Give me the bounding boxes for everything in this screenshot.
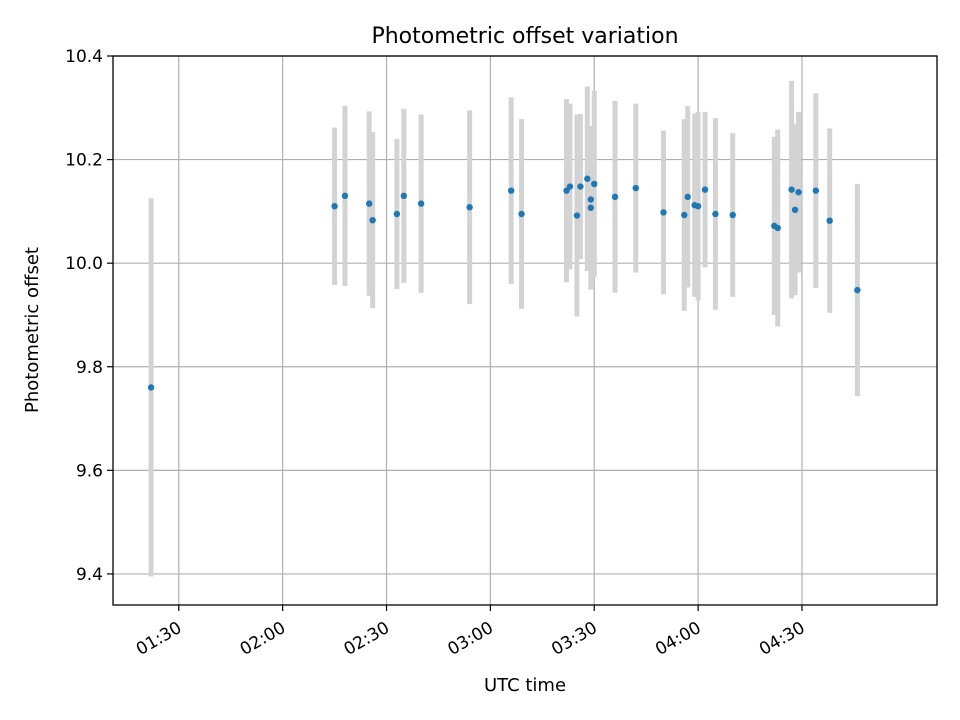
data-point	[826, 217, 833, 224]
x-axis-label: UTC time	[484, 675, 566, 696]
data-point	[812, 187, 820, 194]
plot-frame	[112, 55, 938, 606]
data-point	[393, 210, 401, 218]
data-point	[331, 202, 338, 210]
data-point	[147, 384, 155, 391]
data-point	[791, 206, 799, 214]
data-point	[681, 211, 688, 219]
y-tick-label: 9.4	[76, 565, 103, 585]
chart-title: Photometric offset variation	[371, 24, 678, 49]
data-point	[854, 286, 861, 294]
y-tick-label: 10.0	[65, 254, 103, 274]
y-tick-label: 10.4	[65, 47, 103, 67]
data-point	[701, 186, 709, 193]
data-points	[147, 175, 861, 391]
data-point	[660, 209, 667, 216]
y-tick-label: 10.2	[65, 151, 103, 171]
data-point	[369, 216, 376, 224]
data-point	[684, 193, 691, 201]
y-tick-label: 9.8	[76, 358, 103, 378]
data-point	[417, 200, 425, 207]
data-point	[611, 193, 619, 201]
data-point	[729, 211, 736, 219]
data-point	[341, 192, 349, 200]
data-point	[366, 200, 373, 207]
data-point	[774, 224, 781, 232]
data-point	[566, 183, 574, 190]
data-point	[587, 196, 594, 203]
data-point	[507, 187, 515, 194]
data-point	[584, 175, 591, 182]
data-point	[587, 204, 594, 211]
data-point	[712, 210, 719, 218]
data-point	[518, 210, 525, 218]
data-point	[466, 204, 473, 211]
data-point	[577, 183, 584, 190]
data-point	[788, 186, 795, 193]
data-point	[694, 202, 702, 210]
y-tick-label: 9.6	[76, 461, 103, 481]
data-point	[632, 184, 639, 192]
data-point	[591, 180, 598, 188]
data-point	[795, 189, 802, 196]
data-point	[400, 192, 408, 200]
y-axis-label: Photometric offset	[22, 247, 43, 413]
data-point	[573, 212, 581, 219]
